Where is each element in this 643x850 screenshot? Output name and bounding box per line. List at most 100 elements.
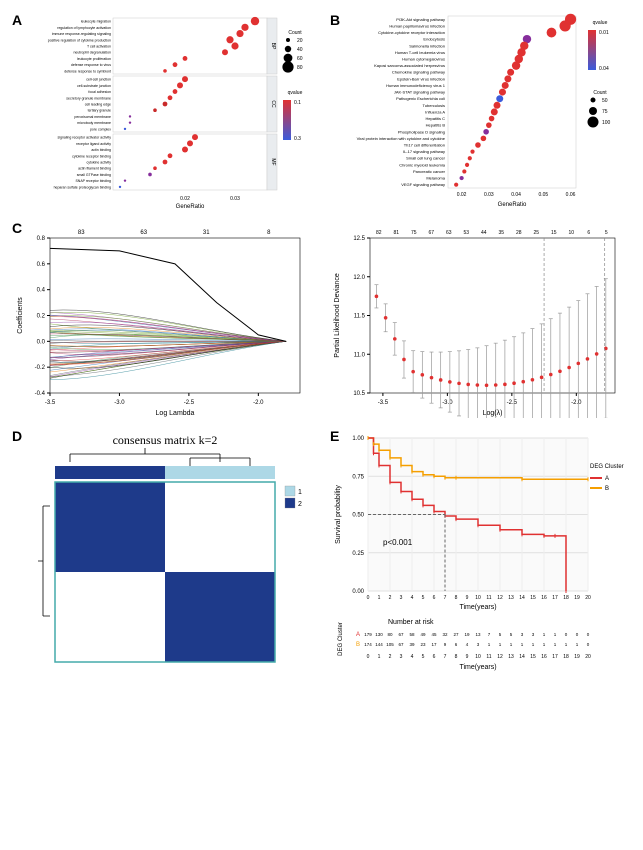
svg-text:cytokine activity: cytokine activity bbox=[86, 161, 111, 165]
svg-text:16: 16 bbox=[541, 654, 547, 660]
svg-text:10: 10 bbox=[475, 595, 481, 601]
svg-text:3: 3 bbox=[477, 642, 480, 647]
svg-text:9: 9 bbox=[466, 654, 469, 660]
svg-text:0.4: 0.4 bbox=[37, 288, 46, 294]
svg-text:49: 49 bbox=[420, 632, 426, 637]
svg-text:Salmonella infection: Salmonella infection bbox=[409, 43, 445, 48]
svg-text:Influenza A: Influenza A bbox=[425, 109, 445, 114]
svg-text:50: 50 bbox=[602, 98, 608, 104]
svg-text:Epstein-Barr virus infection: Epstein-Barr virus infection bbox=[397, 76, 445, 81]
svg-text:11.5: 11.5 bbox=[354, 314, 366, 320]
svg-text:A: A bbox=[356, 632, 360, 638]
svg-text:-3.0: -3.0 bbox=[114, 400, 125, 406]
svg-text:Melanoma: Melanoma bbox=[426, 176, 445, 181]
svg-text:Endocytosis: Endocytosis bbox=[423, 37, 445, 42]
svg-text:Coefficients: Coefficients bbox=[17, 297, 24, 334]
svg-text:small GTPase binding: small GTPase binding bbox=[77, 173, 111, 177]
svg-text:qvalue: qvalue bbox=[288, 90, 303, 96]
svg-text:DEG Cluster: DEG Cluster bbox=[338, 622, 344, 656]
svg-text:3: 3 bbox=[521, 632, 524, 637]
svg-text:75: 75 bbox=[411, 230, 417, 236]
svg-text:Partial Likelihood Deviance: Partial Likelihood Deviance bbox=[334, 273, 341, 358]
svg-text:0.1: 0.1 bbox=[294, 100, 301, 106]
svg-text:67: 67 bbox=[398, 632, 404, 637]
svg-text:1: 1 bbox=[554, 632, 557, 637]
svg-text:6: 6 bbox=[455, 642, 458, 647]
svg-text:Human T-cell leukemia virus: Human T-cell leukemia virus bbox=[395, 50, 445, 55]
svg-text:20: 20 bbox=[585, 654, 591, 660]
svg-text:81: 81 bbox=[393, 230, 399, 236]
svg-text:0: 0 bbox=[587, 632, 590, 637]
svg-text:13: 13 bbox=[475, 632, 481, 637]
svg-text:Chemokine signaling pathway: Chemokine signaling pathway bbox=[392, 70, 445, 75]
panel-b-label: B bbox=[330, 12, 340, 28]
svg-text:82: 82 bbox=[376, 230, 382, 236]
svg-text:positive regulation of cytokin: positive regulation of cytokine producti… bbox=[48, 38, 111, 42]
svg-text:JAK-STAT signaling pathway: JAK-STAT signaling pathway bbox=[394, 90, 445, 95]
svg-text:80: 80 bbox=[387, 632, 393, 637]
svg-text:immune response-regulating sig: immune response-regulating signaling bbox=[52, 32, 111, 36]
svg-text:leukocyte proliferation: leukocyte proliferation bbox=[77, 57, 111, 61]
svg-text:35: 35 bbox=[498, 230, 504, 236]
svg-text:Count: Count bbox=[288, 30, 302, 36]
svg-text:Phospholipase D signaling: Phospholipase D signaling bbox=[398, 129, 445, 134]
svg-text:B: B bbox=[356, 642, 360, 648]
svg-text:14: 14 bbox=[519, 654, 525, 660]
svg-text:SNAP receptor binding: SNAP receptor binding bbox=[75, 179, 111, 183]
svg-text:0.05: 0.05 bbox=[538, 192, 548, 198]
svg-text:1: 1 bbox=[565, 642, 568, 647]
svg-text:1: 1 bbox=[554, 642, 557, 647]
svg-text:3: 3 bbox=[400, 595, 403, 601]
svg-text:11.0: 11.0 bbox=[354, 352, 366, 358]
svg-text:Th17 cell differentiation: Th17 cell differentiation bbox=[404, 143, 445, 148]
svg-text:1: 1 bbox=[378, 595, 381, 601]
svg-text:6: 6 bbox=[433, 595, 436, 601]
svg-text:MF: MF bbox=[270, 158, 276, 165]
panel-c-right-chart: -3.5-3.0-2.5-2.010.511.011.512.012.58281… bbox=[325, 218, 630, 418]
svg-text:secretory granule membrane: secretory granule membrane bbox=[66, 96, 111, 100]
svg-text:13: 13 bbox=[508, 654, 514, 660]
panel-e: E 0.000.250.500.751.00012345678910111213… bbox=[328, 426, 638, 676]
svg-text:5: 5 bbox=[499, 632, 502, 637]
svg-text:neutrophil degranulation: neutrophil degranulation bbox=[73, 51, 111, 55]
svg-text:2: 2 bbox=[389, 595, 392, 601]
svg-text:1.00: 1.00 bbox=[352, 436, 364, 442]
panel-b: B PI3K-Akt signaling pathwayHuman papill… bbox=[328, 10, 638, 210]
figure-grid: A BPleukocyte migrationregulation of lym… bbox=[10, 10, 633, 676]
svg-text:5: 5 bbox=[422, 595, 425, 601]
svg-text:40: 40 bbox=[297, 47, 303, 53]
svg-text:-3.5: -3.5 bbox=[45, 400, 56, 406]
svg-text:25: 25 bbox=[533, 230, 539, 236]
svg-text:5: 5 bbox=[605, 230, 608, 236]
svg-text:8: 8 bbox=[455, 654, 458, 660]
panel-a: A BPleukocyte migrationregulation of lym… bbox=[10, 10, 320, 210]
svg-text:12.0: 12.0 bbox=[353, 275, 365, 281]
svg-text:11: 11 bbox=[486, 654, 491, 660]
svg-text:0.03: 0.03 bbox=[484, 192, 494, 198]
svg-text:0.50: 0.50 bbox=[352, 513, 364, 519]
svg-text:0: 0 bbox=[367, 654, 370, 660]
svg-text:32: 32 bbox=[442, 632, 448, 637]
svg-text:1: 1 bbox=[378, 654, 381, 660]
svg-text:83: 83 bbox=[78, 230, 85, 236]
svg-text:20: 20 bbox=[297, 38, 303, 44]
svg-text:T cell activation: T cell activation bbox=[87, 45, 111, 49]
svg-text:actin binding: actin binding bbox=[91, 148, 111, 152]
svg-text:39: 39 bbox=[409, 642, 415, 647]
svg-text:PI3K-Akt signaling pathway: PI3K-Akt signaling pathway bbox=[396, 17, 445, 22]
panel-a-label: A bbox=[12, 12, 22, 28]
svg-text:0.6: 0.6 bbox=[37, 262, 46, 268]
svg-text:67: 67 bbox=[428, 230, 434, 236]
svg-text:cell leading edge: cell leading edge bbox=[85, 103, 111, 107]
panel-d-label: D bbox=[12, 428, 22, 444]
svg-text:0.0: 0.0 bbox=[37, 339, 46, 345]
svg-text:1: 1 bbox=[488, 642, 491, 647]
svg-text:GeneRatio: GeneRatio bbox=[176, 204, 205, 210]
svg-text:14: 14 bbox=[519, 595, 525, 601]
svg-text:28: 28 bbox=[516, 230, 522, 236]
svg-text:DEG Cluster: DEG Cluster bbox=[590, 464, 624, 470]
svg-text:-3.0: -3.0 bbox=[442, 400, 453, 406]
svg-text:44: 44 bbox=[481, 230, 487, 236]
svg-text:67: 67 bbox=[398, 642, 404, 647]
svg-text:Pancreatic cancer: Pancreatic cancer bbox=[413, 169, 446, 174]
